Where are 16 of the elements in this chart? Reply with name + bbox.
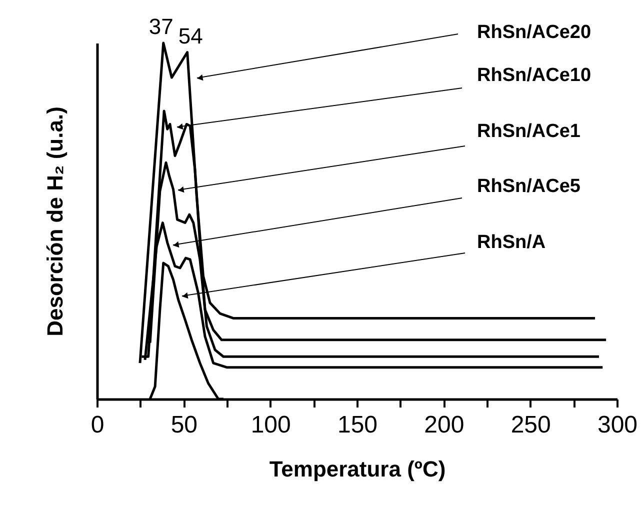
annotation: 37 xyxy=(148,14,174,39)
text: RhSn/ACe1 xyxy=(477,121,581,142)
x-tick-label: 300 xyxy=(597,412,638,438)
text: RhSn/ACe10 xyxy=(477,65,592,86)
text: RhSn/ACe20 xyxy=(477,22,592,43)
x-tick-label: 200 xyxy=(424,412,464,438)
x-axis-title: Temperatura (ºC) xyxy=(269,456,446,482)
x-tick-label: 150 xyxy=(337,412,378,438)
x-tick-label: 0 xyxy=(90,412,104,438)
x-tick-label: 100 xyxy=(250,412,291,438)
text: RhSn/A xyxy=(477,232,546,253)
x-tick-label: 50 xyxy=(170,412,198,438)
text: RhSn/ACe5 xyxy=(477,176,581,197)
annotation: 54 xyxy=(178,23,203,48)
y-axis-title: Desorción de H₂ (u.a.) xyxy=(42,106,68,336)
x-tick-label: 250 xyxy=(510,412,551,438)
